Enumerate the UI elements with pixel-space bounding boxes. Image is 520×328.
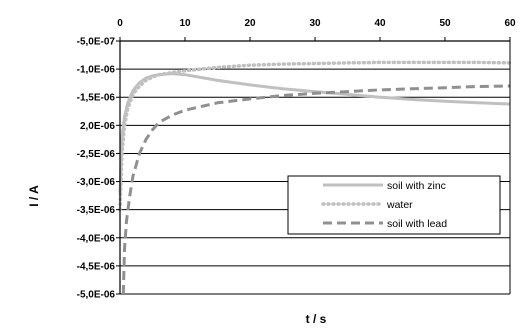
series-line-water — [118, 60, 512, 212]
x-tick-label: 20 — [244, 18, 256, 29]
axes — [116, 37, 511, 295]
series-layer — [118, 60, 512, 295]
x-tick-label: 60 — [504, 18, 516, 29]
y-tick-label: -4,0E-06 — [77, 233, 116, 244]
x-tick-label: 30 — [309, 18, 321, 29]
x-tick-label: 0 — [117, 18, 123, 29]
tick-labels: 0 10 20 30 40 50 60 -5,0E-07 -1,0E-06 -1,5E-06 2,0… — [77, 18, 516, 301]
y-tick-label: 2,0E-06 — [80, 121, 115, 132]
y-axis-title: I / A — [27, 185, 41, 207]
y-tick-label: -5,0E-06 — [77, 290, 116, 301]
y-tick-label: -5,0E-07 — [77, 37, 116, 48]
x-axis-title: t / s — [306, 312, 327, 326]
x-tick-label: 10 — [179, 18, 191, 29]
legend-label-soil-with-zinc: soil with zinc — [387, 180, 446, 192]
y-tick-label: -2,5E-06 — [77, 149, 116, 160]
y-tick-label: -4,5E-06 — [77, 261, 116, 272]
legend: soil with zinc water soil with lead — [287, 175, 501, 235]
y-tick-label: -1,5E-06 — [77, 93, 116, 104]
series-line-soil-with-lead — [121, 84, 511, 295]
y-tick-label: -1,0E-06 — [77, 65, 116, 76]
x-tick-label: 40 — [374, 18, 386, 29]
y-tick-label: -3,0E-06 — [77, 177, 116, 188]
legend-label-water: water — [386, 199, 413, 211]
series-line-soil-with-zinc — [118, 72, 511, 193]
legend-label-soil-with-lead: soil with lead — [387, 218, 447, 230]
y-tick-label: -3,5E-06 — [77, 205, 116, 216]
x-tick-label: 50 — [439, 18, 451, 29]
